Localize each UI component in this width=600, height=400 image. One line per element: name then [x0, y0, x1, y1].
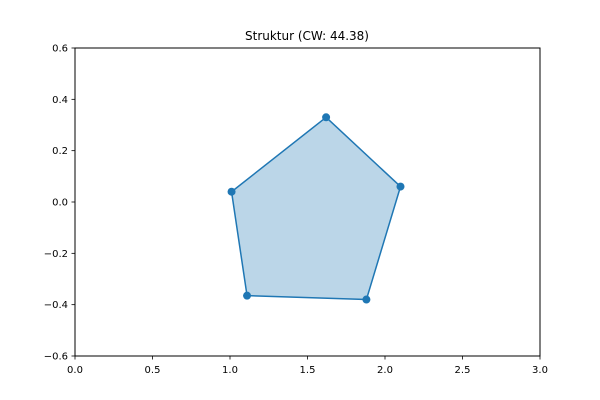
data-point [362, 295, 371, 304]
y-tick-label: 0.2 [52, 146, 68, 157]
x-tick-label: 1.0 [222, 365, 238, 376]
y-tick-label: 0.4 [52, 95, 68, 106]
x-tick-label: 1.5 [300, 365, 316, 376]
x-axis: 0.0 0.5 1.0 1.5 2.0 2.5 3.0 [67, 356, 548, 376]
polygon-fill [231, 117, 401, 300]
x-tick-label: 0.0 [67, 365, 83, 376]
data-markers [227, 113, 405, 304]
x-tick-label: 3.0 [532, 365, 548, 376]
y-axis: −0.6 −0.4 −0.2 0.0 0.2 0.4 0.6 [44, 44, 75, 363]
data-point [243, 291, 252, 300]
data-point [322, 113, 331, 122]
data-point [227, 187, 236, 196]
y-tick-label: 0.0 [52, 198, 68, 209]
y-tick-label: −0.4 [44, 300, 68, 311]
x-tick-label: 2.0 [377, 365, 393, 376]
y-tick-label: −0.2 [44, 249, 68, 260]
x-tick-label: 0.5 [145, 365, 161, 376]
chart-title: Struktur (CW: 44.38) [245, 29, 369, 43]
y-tick-label: −0.6 [44, 352, 68, 363]
plot-area [227, 113, 405, 304]
y-tick-label: 0.6 [52, 44, 68, 55]
data-point [396, 182, 405, 191]
x-tick-label: 2.5 [455, 365, 471, 376]
polygon-outline [230, 116, 402, 301]
